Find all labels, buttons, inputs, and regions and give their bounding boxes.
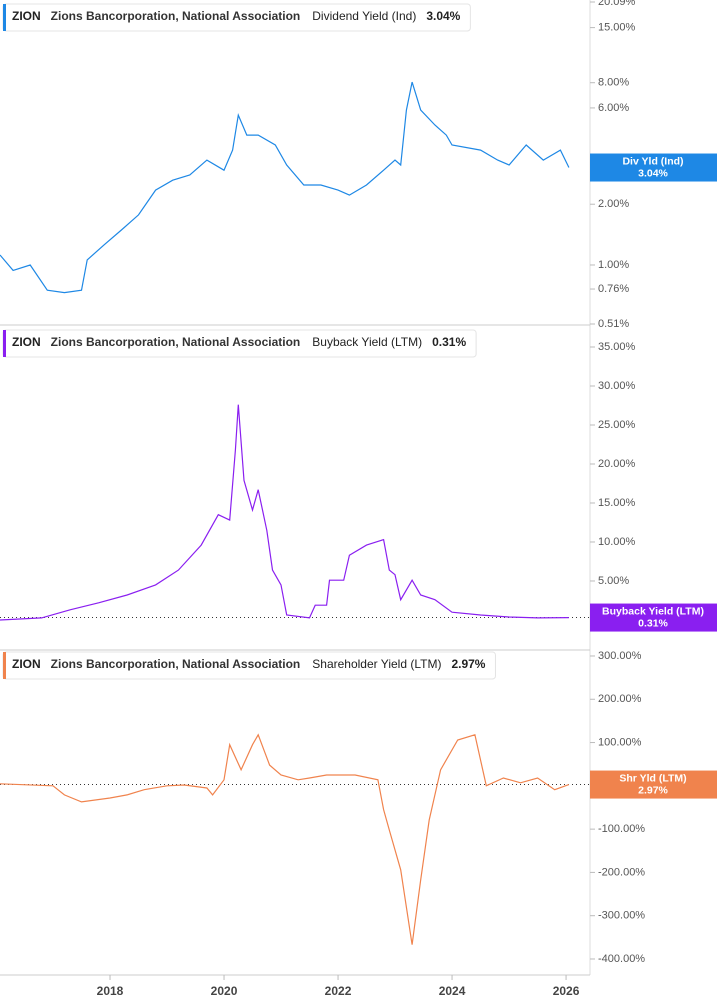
legend-header: ZION Zions Bancorporation, National Assoc…	[2, 329, 477, 358]
legend-color	[3, 652, 6, 679]
y-tick-label: -400.00%	[598, 953, 645, 965]
y-tick-label: -300.00%	[598, 910, 645, 922]
value-badge	[590, 153, 717, 182]
y-tick-label: 15.00%	[598, 22, 636, 34]
current-value: 0.31%	[432, 335, 466, 349]
badge-value: 0.31%	[638, 617, 668, 629]
value-badge	[590, 603, 717, 632]
y-tick-label: 100.00%	[598, 736, 642, 748]
legend-color	[3, 4, 6, 31]
y-tick-label: 2.00%	[598, 198, 629, 210]
y-tick-label: 30.00%	[598, 380, 636, 392]
ticker: ZION	[12, 9, 41, 23]
y-tick-label: 5.00%	[598, 575, 629, 587]
y-tick-label: 200.00%	[598, 693, 642, 705]
badge-value: 2.97%	[638, 784, 668, 796]
legend-color	[3, 330, 6, 357]
y-tick-label: 25.00%	[598, 419, 636, 431]
series-name: Shareholder Yield (LTM)	[312, 657, 441, 671]
y-tick-label: 0.76%	[598, 283, 629, 295]
x-tick-label: 2024	[439, 984, 466, 998]
x-tick-label: 2018	[97, 984, 124, 998]
series-line	[0, 404, 569, 621]
ticker: ZION	[12, 335, 41, 349]
company: Zions Bancorporation, National Associati…	[51, 9, 301, 23]
ticker: ZION	[12, 657, 41, 671]
x-tick-label: 2020	[211, 984, 238, 998]
y-tick-label: -100.00%	[598, 823, 645, 835]
y-tick-label: 6.00%	[598, 102, 629, 114]
badge-value: 3.04%	[638, 167, 668, 179]
company: Zions Bancorporation, National Associati…	[51, 657, 301, 671]
x-tick-label: 2026	[553, 984, 580, 998]
x-tick-label: 2022	[325, 984, 352, 998]
y-tick-label: 8.00%	[598, 77, 629, 89]
series-line	[0, 733, 570, 945]
legend-header: ZION Zions Bancorporation, National Assoc…	[2, 3, 471, 32]
series-line	[0, 81, 570, 294]
series-name: Dividend Yield (Ind)	[312, 9, 416, 23]
y-tick-label: 300.00%	[598, 650, 642, 662]
company: Zions Bancorporation, National Associati…	[51, 335, 301, 349]
current-value: 2.97%	[451, 657, 485, 671]
badge-tag: Shr Yld (LTM)	[619, 772, 686, 784]
y-tick-label: 10.00%	[598, 536, 636, 548]
y-tick-label: 15.00%	[598, 497, 636, 509]
y-tick-label: -200.00%	[598, 866, 645, 878]
legend-header: ZION Zions Bancorporation, National Assoc…	[2, 651, 496, 680]
y-tick-label: 1.00%	[598, 259, 629, 271]
y-tick-label: 20.00%	[598, 458, 636, 470]
y-tick-label: 20.09%	[598, 0, 636, 8]
value-badge	[590, 770, 717, 799]
badge-tag: Div Yld (Ind)	[622, 155, 683, 167]
series-name: Buyback Yield (LTM)	[312, 335, 422, 349]
badge-tag: Buyback Yield (LTM)	[602, 605, 704, 617]
y-tick-label: 0.51%	[598, 318, 629, 330]
y-tick-label: 35.00%	[598, 341, 636, 353]
current-value: 3.04%	[426, 9, 460, 23]
